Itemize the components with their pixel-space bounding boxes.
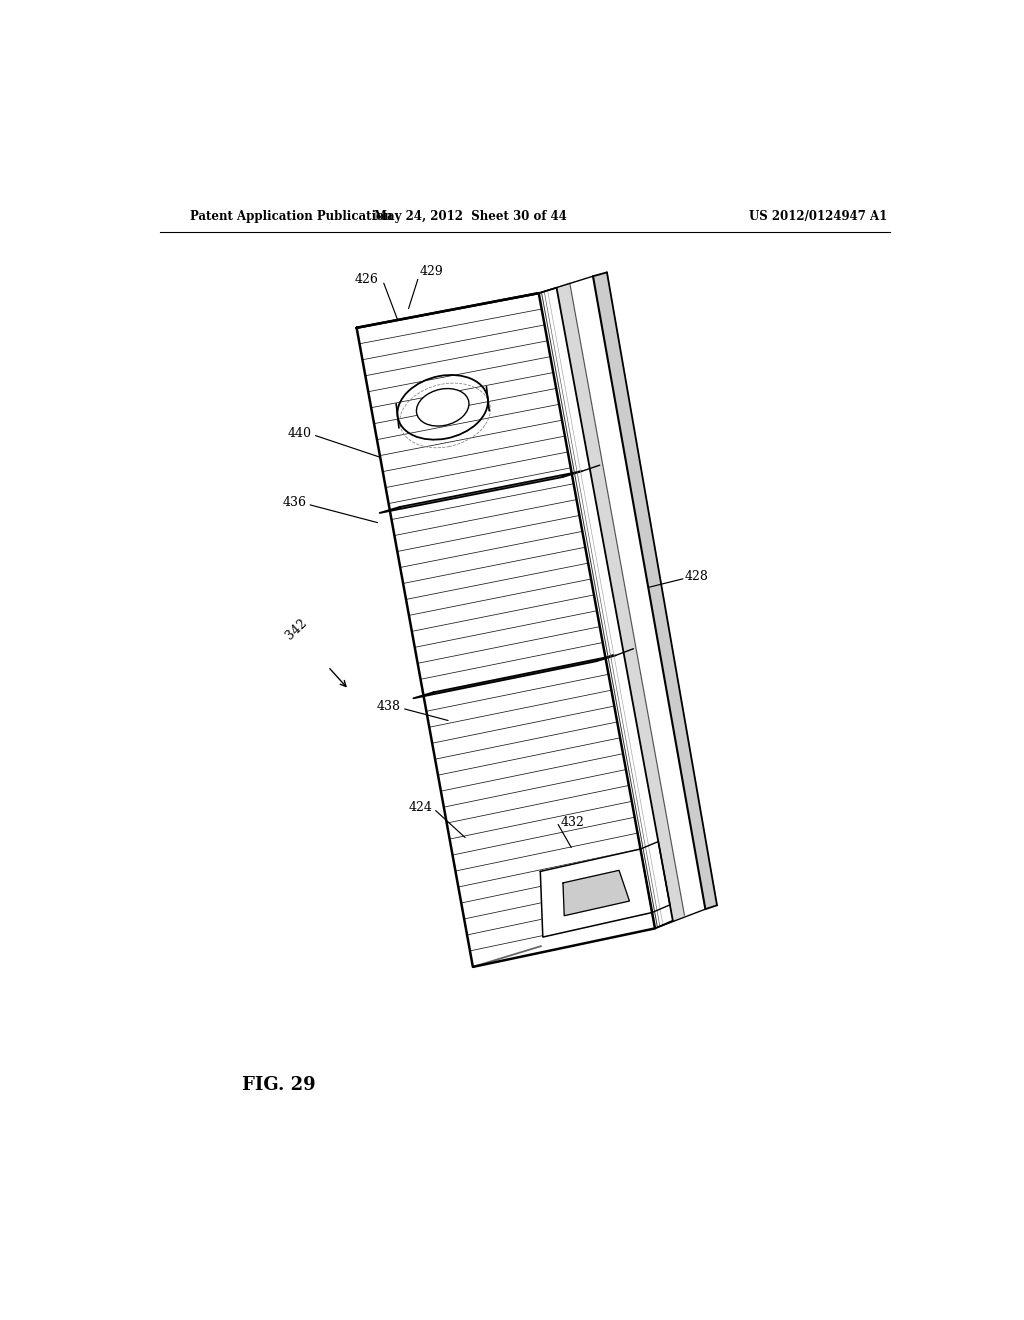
Polygon shape [380,471,582,513]
Text: May 24, 2012  Sheet 30 of 44: May 24, 2012 Sheet 30 of 44 [375,210,567,223]
Text: 440: 440 [288,426,311,440]
Text: 429: 429 [420,265,443,279]
Text: US 2012/0124947 A1: US 2012/0124947 A1 [750,210,888,223]
Polygon shape [539,288,673,928]
Text: 342: 342 [283,616,309,642]
Text: 436: 436 [283,496,306,510]
Text: Patent Application Publication: Patent Application Publication [189,210,392,223]
Text: 438: 438 [377,700,400,713]
Polygon shape [569,276,706,915]
Polygon shape [593,272,717,909]
Text: 432: 432 [560,816,585,829]
Polygon shape [557,284,684,921]
Text: 426: 426 [354,273,378,286]
Text: 428: 428 [684,570,709,583]
Text: 424: 424 [409,801,432,814]
Polygon shape [541,849,652,937]
Text: FIG. 29: FIG. 29 [242,1076,315,1094]
Polygon shape [414,656,615,698]
Polygon shape [563,870,630,916]
Ellipse shape [417,388,469,426]
Polygon shape [356,293,655,966]
